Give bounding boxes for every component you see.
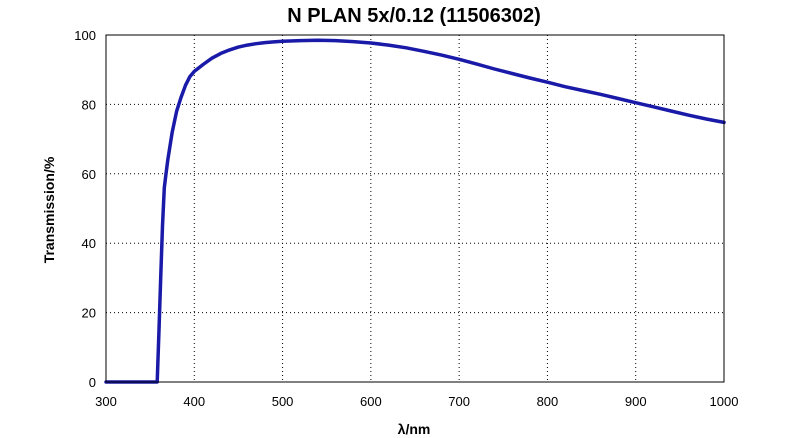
x-tick-label: 900 [625, 394, 647, 409]
transmission-curve [104, 38, 726, 384]
y-tick-label: 80 [82, 97, 96, 112]
grid [106, 35, 724, 382]
x-tick-label: 1000 [710, 394, 739, 409]
x-tick-label: 400 [183, 394, 205, 409]
x-tick-label: 500 [272, 394, 294, 409]
chart-title: N PLAN 5x/0.12 (11506302) [287, 5, 541, 27]
y-tick-label: 0 [89, 375, 96, 390]
y-axis-ticks: 0 20 40 60 80 100 [74, 28, 96, 390]
x-axis-ticks: 300 400 500 600 700 800 900 1000 [95, 394, 738, 409]
y-tick-label: 100 [74, 28, 96, 43]
x-tick-label: 800 [537, 394, 559, 409]
curve-layer [104, 38, 726, 384]
y-tick-label: 20 [82, 306, 96, 321]
y-tick-label: 60 [82, 167, 96, 182]
x-tick-label: 700 [448, 394, 470, 409]
x-axis-label: λ/nm [398, 421, 431, 437]
plot-frame [105, 34, 725, 383]
y-tick-label: 40 [82, 236, 96, 251]
x-tick-label: 600 [360, 394, 382, 409]
y-axis-label: Transmission/% [41, 156, 57, 263]
x-tick-label: 300 [95, 394, 117, 409]
